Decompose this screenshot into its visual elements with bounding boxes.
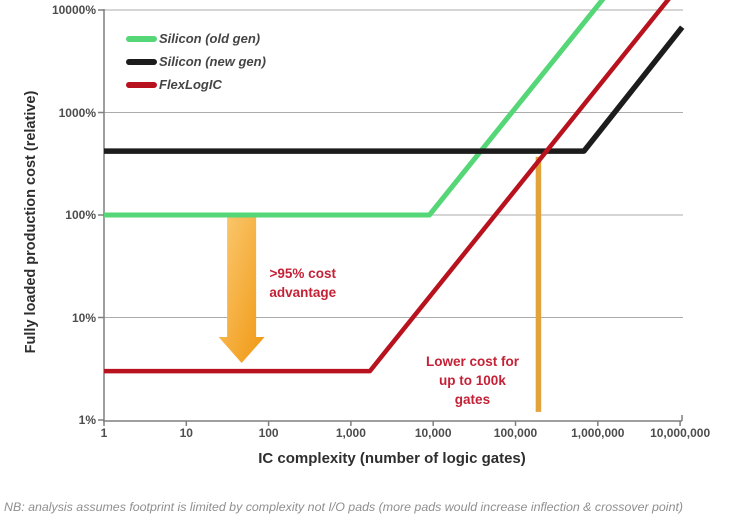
- x-tick-label-1,000: 1,000: [335, 426, 366, 440]
- x-tick-label-10,000: 10,000: [414, 426, 452, 440]
- legend-item-flexlogic: FlexLogIC: [126, 77, 266, 92]
- x-tick-label-10: 10: [179, 426, 193, 440]
- x-tick-label-100,000: 100,000: [493, 426, 538, 440]
- footnote: NB: analysis assumes footprint is limite…: [4, 500, 684, 514]
- x-tick-label-100: 100: [258, 426, 279, 440]
- chart-svg: [98, 0, 685, 426]
- series-line-silicon-old-gen-: [104, 0, 606, 218]
- x-tick-label-1: 1: [100, 426, 108, 440]
- y-tick-label-1%: 1%: [78, 413, 96, 427]
- legend-label-silicon-new-gen: Silicon (new gen): [159, 54, 266, 69]
- y-tick-label-10%: 10%: [71, 310, 96, 325]
- y-axis-title: Fully loaded production cost (relative): [23, 90, 39, 354]
- cost-advantage-label-line: advantage: [269, 285, 337, 301]
- legend-swatch-silicon-old-gen: [126, 35, 157, 42]
- cost-advantage-label: >95% cost advantage: [269, 264, 336, 302]
- legend-label-flexlogic: FlexLogIC: [159, 77, 222, 92]
- legend-swatch-flexlogic: [126, 81, 157, 88]
- y-tick-label-10000%: 10000%: [51, 3, 96, 17]
- legend-label-silicon-old-gen: Silicon (old gen): [159, 31, 261, 46]
- lower-cost-label: Lower cost for up to 100k gates: [426, 352, 519, 409]
- lower-cost-label-line: up to 100k: [439, 373, 506, 389]
- series-line-flexlogic: [104, 0, 671, 374]
- legend-item-silicon-old-gen: Silicon (old gen): [126, 31, 266, 46]
- y-tick-label-100%: 100%: [65, 208, 96, 222]
- x-axis-title: IC complexity (number of logic gates): [258, 450, 526, 467]
- lower-cost-label-line: Lower cost for: [425, 354, 519, 370]
- x-tick-label-1,000,000: 1,000,000: [571, 426, 625, 440]
- legend-item-silicon-new-gen: Silicon (new gen): [126, 54, 266, 69]
- y-tick-label-1000%: 1000%: [58, 105, 96, 120]
- plot-area: 1% 10% 100% 1000% 10000% 1 10 100 1,000 10,000 100…: [51, 0, 711, 440]
- lower-cost-label-line: gates: [454, 392, 491, 408]
- legend-swatch-silicon-new-gen: [126, 58, 157, 65]
- legend: Silicon (old gen) Silicon (new gen) Flex…: [126, 31, 266, 100]
- cost-advantage-arrow: [218, 217, 265, 363]
- cost-advantage-label-line: >95% cost: [269, 266, 336, 282]
- series-line-silicon-new-gen-: [104, 25, 685, 154]
- x-tick-label-10,000,000: 10,000,000: [650, 426, 711, 440]
